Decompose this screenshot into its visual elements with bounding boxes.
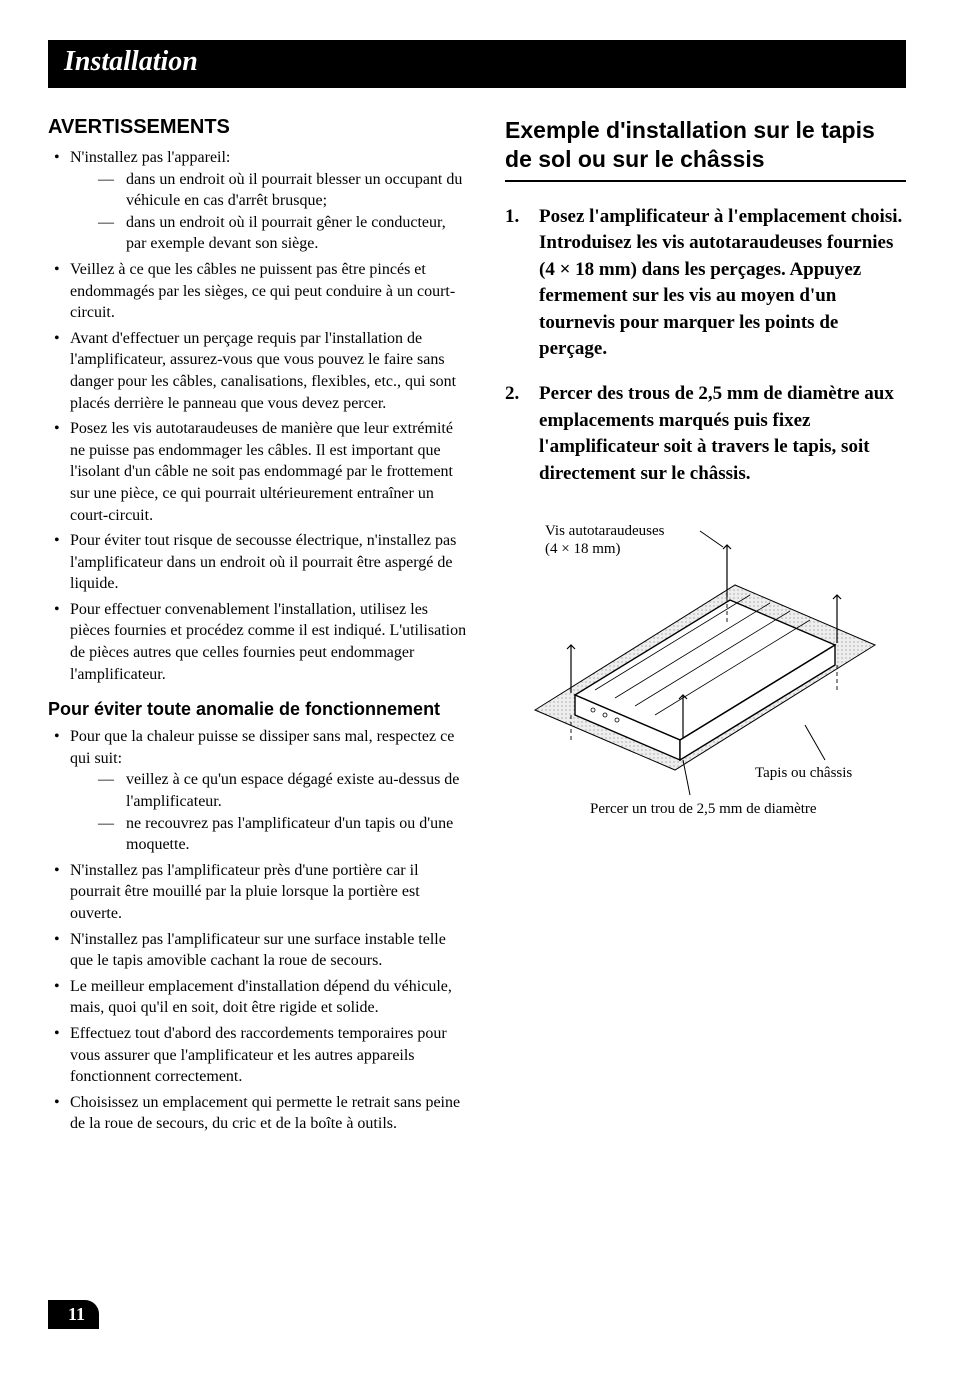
list-item: Le meilleur emplacement d'installation d…: [48, 976, 469, 1019]
installation-figure: Vis autotaraudeuses (4 × 18 mm) Tapis ou…: [505, 505, 906, 840]
list-item: Choisissez un emplacement qui permette l…: [48, 1092, 469, 1135]
list-item: Posez les vis autotaraudeuses de manière…: [48, 418, 469, 526]
right-column: Exemple d'installation sur le tapis de s…: [505, 116, 906, 1139]
heat-sub-item: veillez à ce qu'un espace dégagé existe …: [98, 769, 469, 812]
prevent-list: Pour que la chaleur puisse se dissiper s…: [48, 726, 469, 1135]
amp-install-diagram: Vis autotaraudeuses (4 × 18 mm) Tapis ou…: [505, 505, 885, 835]
fig-label-screws-2: (4 × 18 mm): [545, 541, 621, 557]
example-heading: Exemple d'installation sur le tapis de s…: [505, 116, 906, 182]
heat-sub-item: ne recouvrez pas l'amplificateur d'un ta…: [98, 813, 469, 856]
list-item: N'installez pas l'amplificateur sur une …: [48, 929, 469, 972]
list-item: Pour que la chaleur puisse se dissiper s…: [48, 726, 469, 856]
prevent-heading: Pour éviter toute anomalie de fonctionne…: [48, 699, 469, 720]
list-item: N'installez pas l'appareil: dans un endr…: [48, 147, 469, 255]
warn-sub-item: dans un endroit où il pourrait blesser u…: [98, 169, 469, 212]
fig-label-carpet: Tapis ou châssis: [755, 765, 852, 781]
list-item: N'installez pas l'amplificateur près d'u…: [48, 860, 469, 925]
page-number-badge: 11: [48, 1300, 99, 1329]
fig-label-drill: Percer un trou de 2,5 mm de diamètre: [590, 801, 817, 817]
left-column: AVERTISSEMENTS N'installez pas l'apparei…: [48, 116, 469, 1139]
page-banner: Installation: [48, 40, 906, 88]
list-item: Effectuez tout d'abord des raccordements…: [48, 1023, 469, 1088]
heat-text: Pour que la chaleur puisse se dissiper s…: [70, 728, 454, 767]
warnings-list: N'installez pas l'appareil: dans un endr…: [48, 147, 469, 685]
two-column-layout: AVERTISSEMENTS N'installez pas l'apparei…: [48, 116, 906, 1139]
list-item: Pour éviter tout risque de secousse élec…: [48, 530, 469, 595]
step-item: Percer des trous de 2,5 mm de diamètre a…: [505, 381, 906, 487]
list-item: Avant d'effectuer un perçage requis par …: [48, 328, 469, 414]
warnings-heading: AVERTISSEMENTS: [48, 116, 469, 139]
step-item: Posez l'amplificateur à l'emplacement ch…: [505, 204, 906, 364]
fig-label-screws-1: Vis autotaraudeuses: [545, 523, 665, 539]
warn-sub-item: dans un endroit où il pourrait gêner le …: [98, 212, 469, 255]
list-item: Veillez à ce que les câbles ne puissent …: [48, 259, 469, 324]
steps-list: Posez l'amplificateur à l'emplacement ch…: [505, 204, 906, 488]
list-item: Pour effectuer convenablement l'installa…: [48, 599, 469, 685]
warn-intro-text: N'installez pas l'appareil:: [70, 149, 230, 166]
